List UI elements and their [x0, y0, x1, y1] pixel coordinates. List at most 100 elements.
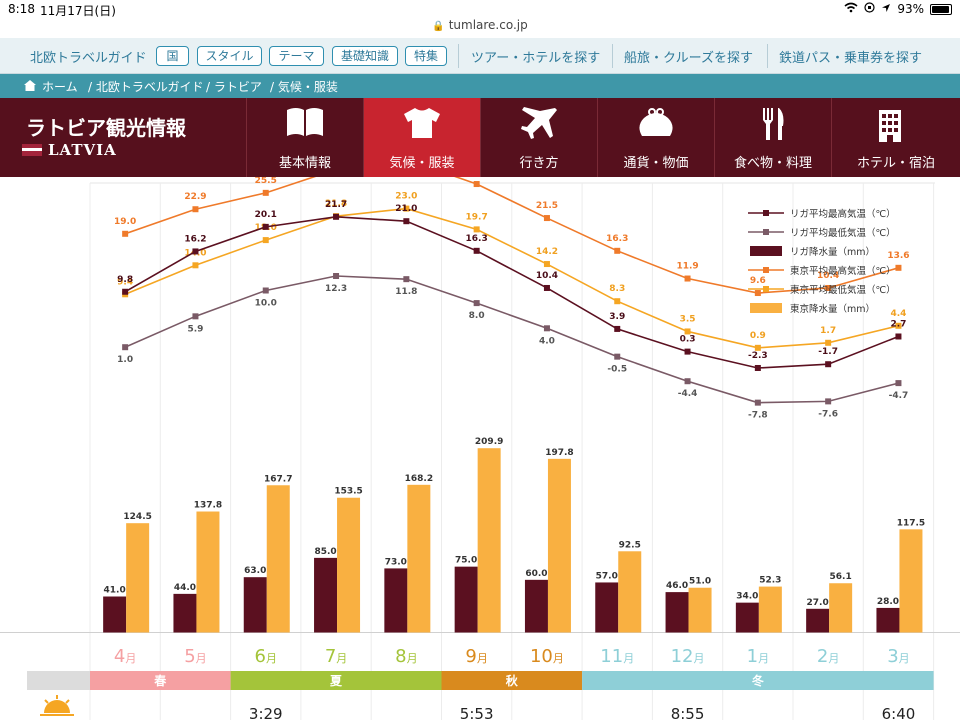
- month-labels: 4月 5月 6月 7月 8月 9月 10月 11月 12月 1月 2月 3月: [114, 646, 910, 667]
- nav-pill-style[interactable]: スタイル: [197, 46, 262, 66]
- bar-riga-rain: [665, 592, 689, 633]
- battery-percent: 93%: [897, 2, 924, 16]
- bar-tokyo-rain: [407, 484, 431, 633]
- label-riga-high: 21.0: [395, 204, 417, 214]
- breadcrumb-guide[interactable]: / 北欧トラベルガイド: [88, 80, 204, 94]
- sun-ray: [44, 699, 49, 704]
- label-riga-high: 9.8: [117, 275, 133, 285]
- month-label: 11月: [600, 646, 634, 667]
- bar-tokyo-rain: [477, 448, 501, 633]
- bar-label-riga-rain: 46.0: [666, 581, 688, 591]
- nav-link-tours[interactable]: ツアー・ホテルを探す: [471, 51, 601, 66]
- month-label: 4月: [114, 646, 136, 667]
- season-label: 秋: [506, 673, 519, 688]
- label-riga-low: 12.3: [325, 284, 347, 294]
- chart-legend: リガ平均最高気温（℃） リガ平均最低気温（℃） リガ降水量（mm） 東京平均最高気温（…: [748, 208, 896, 315]
- status-date: 11月17日(日): [40, 4, 116, 18]
- label-tokyo-low: 21.8: [325, 199, 347, 209]
- tab-access[interactable]: 行き方: [480, 98, 597, 177]
- point-riga-high: [614, 325, 621, 332]
- point-tokyo-low: [192, 262, 199, 269]
- label-riga-high: 0.3: [680, 335, 696, 345]
- point-riga-high: [403, 218, 410, 225]
- tab-hotel[interactable]: ホテル・宿泊: [831, 98, 960, 177]
- season-blank: [27, 671, 90, 690]
- status-right: 93%: [844, 2, 952, 16]
- bar-riga-rain: [314, 557, 338, 633]
- nav-divider: [612, 44, 613, 68]
- bar-label-riga-rain: 60.0: [525, 569, 547, 579]
- nav-pill-basics[interactable]: 基礎知識: [332, 46, 398, 66]
- bar-tokyo-rain: [126, 523, 150, 633]
- label-riga-high: -1.7: [818, 347, 838, 357]
- label-tokyo-high: 11.9: [676, 262, 698, 272]
- legend-marker: [763, 229, 769, 235]
- precipitation-bars: 41.0 124.5 44.0 137.8 63.0 167.7 85.0 153.5 73.0…: [103, 437, 925, 633]
- line-tokyo-high: [124, 177, 899, 294]
- label-riga-low: -7.6: [818, 409, 838, 419]
- breadcrumb-latvia[interactable]: / ラトビア: [206, 80, 262, 94]
- bar-label-riga-rain: 75.0: [455, 556, 477, 566]
- label-riga-low: -7.8: [748, 411, 768, 421]
- nav-pill-country[interactable]: 国: [156, 46, 189, 66]
- point-riga-high: [262, 223, 269, 230]
- point-tokyo-high: [614, 247, 621, 254]
- point-riga-low: [403, 276, 410, 283]
- label-tokyo-low: 23.0: [395, 192, 417, 202]
- point-riga-low: [333, 273, 340, 280]
- point-riga-high: [895, 333, 902, 340]
- address-bar[interactable]: 🔒 tumlare.co.jp: [0, 18, 960, 32]
- bar-tokyo-rain: [266, 485, 290, 633]
- nav-link-cruises[interactable]: 船旅・クルーズを探す: [624, 51, 753, 66]
- point-riga-high: [192, 248, 199, 255]
- tab-label: 基本情報: [278, 156, 331, 171]
- season-label: 春: [153, 673, 167, 688]
- point-riga-low: [825, 398, 832, 405]
- label-riga-low: 5.9: [187, 324, 203, 334]
- bar-tokyo-rain: [618, 551, 642, 633]
- fork-knife-icon: [763, 108, 784, 140]
- nav-pill-feature[interactable]: 特集: [405, 46, 447, 66]
- nav-brand-link[interactable]: 北欧トラベルガイド: [30, 51, 147, 66]
- status-time: 8:18: [8, 2, 35, 16]
- nav-link-rail[interactable]: 鉄道パス・乗車券を探す: [779, 51, 923, 66]
- tab-basic-info[interactable]: 基本情報: [246, 98, 363, 177]
- season-label: 冬: [752, 673, 764, 688]
- legend-label: 東京平均最低気温（℃）: [790, 284, 896, 296]
- daylight-value: 3:29: [249, 705, 283, 720]
- breadcrumb: ホーム / 北欧トラベルガイド / ラトビア / 気候・服装: [0, 74, 960, 98]
- bar-label-riga-rain: 63.0: [244, 566, 266, 576]
- book-icon: [287, 108, 323, 136]
- shirt-icon: [404, 108, 440, 138]
- tab-food[interactable]: 食べ物・料理: [714, 98, 831, 177]
- bar-tokyo-rain: [758, 586, 782, 633]
- month-label: 2月: [817, 646, 839, 667]
- battery-icon: [930, 3, 952, 15]
- sun-ray: [65, 699, 70, 704]
- label-riga-low: 8.0: [469, 311, 485, 321]
- month-label: 6月: [255, 646, 277, 667]
- legend-marker: [763, 210, 769, 216]
- bar-riga-rain: [173, 593, 197, 633]
- latvia-flag-icon: [22, 144, 42, 156]
- bar-label-tokyo-rain: 153.5: [334, 487, 362, 497]
- point-tokyo-low: [473, 226, 480, 233]
- label-riga-high: 2.7: [890, 319, 906, 329]
- label-tokyo-low: 9.4: [117, 277, 133, 287]
- label-riga-high: 10.4: [536, 271, 558, 281]
- home-icon: [24, 80, 36, 91]
- country-header: ラトビア観光情報 LATVIA 基本情報 気候・服装 行き方 通貨・物価 食べ物…: [0, 98, 960, 177]
- nav-pill-theme[interactable]: テーマ: [269, 46, 324, 66]
- orientation-lock-icon: [864, 2, 875, 16]
- bar-tokyo-rain: [337, 497, 361, 633]
- label-tokyo-high: 25.5: [255, 177, 277, 186]
- point-riga-low: [262, 287, 269, 294]
- breadcrumb-home[interactable]: ホーム: [42, 80, 78, 94]
- bar-label-riga-rain: 28.0: [877, 597, 899, 607]
- point-tokyo-low: [403, 205, 410, 212]
- line-riga-high: [124, 215, 899, 369]
- point-riga-low: [684, 378, 691, 385]
- tab-climate[interactable]: 気候・服装: [363, 98, 480, 177]
- label-tokyo-low: 4.4: [890, 309, 906, 319]
- tab-currency[interactable]: 通貨・物価: [597, 98, 714, 177]
